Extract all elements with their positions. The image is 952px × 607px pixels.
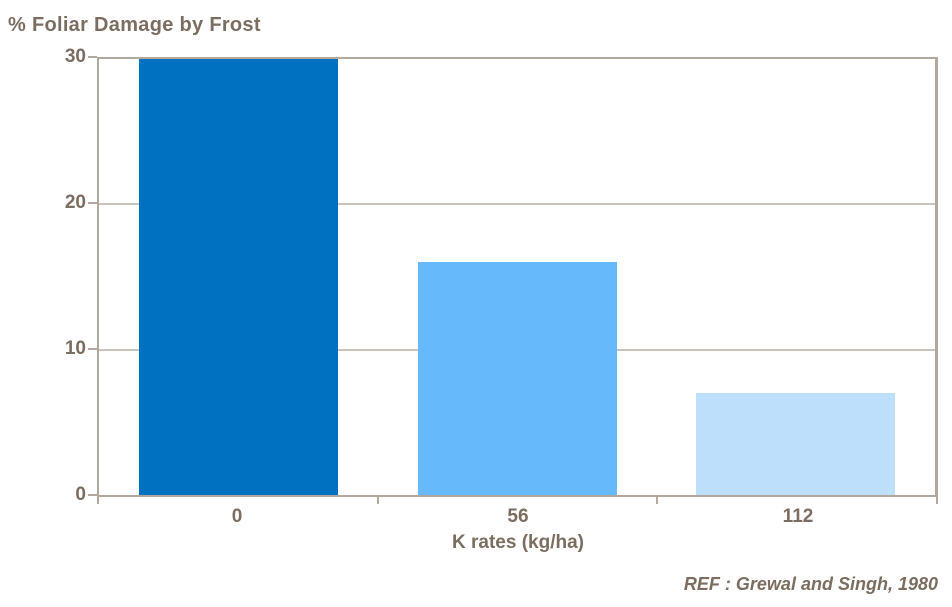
x-tick-1	[377, 496, 379, 504]
bar-112	[696, 393, 895, 495]
x-tick-2	[656, 496, 658, 504]
y-tick-10	[88, 348, 97, 350]
x-tick-0	[97, 496, 99, 504]
x-tick-3	[936, 496, 938, 504]
y-tick-label-0: 0	[75, 484, 86, 505]
x-axis-title: K rates (kg/ha)	[452, 532, 584, 553]
x-category-label-0: 0	[231, 506, 243, 527]
bar-0	[139, 59, 338, 495]
reference-note: REF : Grewal and Singh, 1980	[683, 574, 938, 594]
y-tick-20	[88, 202, 97, 204]
x-category-label-56: 56	[507, 506, 529, 527]
gridline-20	[99, 203, 935, 205]
chart-title: % Foliar Damage by Frost	[8, 14, 261, 36]
y-tick-30	[88, 56, 97, 58]
bar-56	[418, 262, 617, 495]
y-tick-label-10: 10	[64, 338, 86, 359]
y-tick-0	[88, 494, 97, 496]
y-tick-label-30: 30	[64, 46, 86, 67]
plot-area	[97, 57, 938, 497]
y-tick-label-20: 20	[64, 192, 86, 213]
x-category-label-112: 112	[782, 506, 814, 527]
